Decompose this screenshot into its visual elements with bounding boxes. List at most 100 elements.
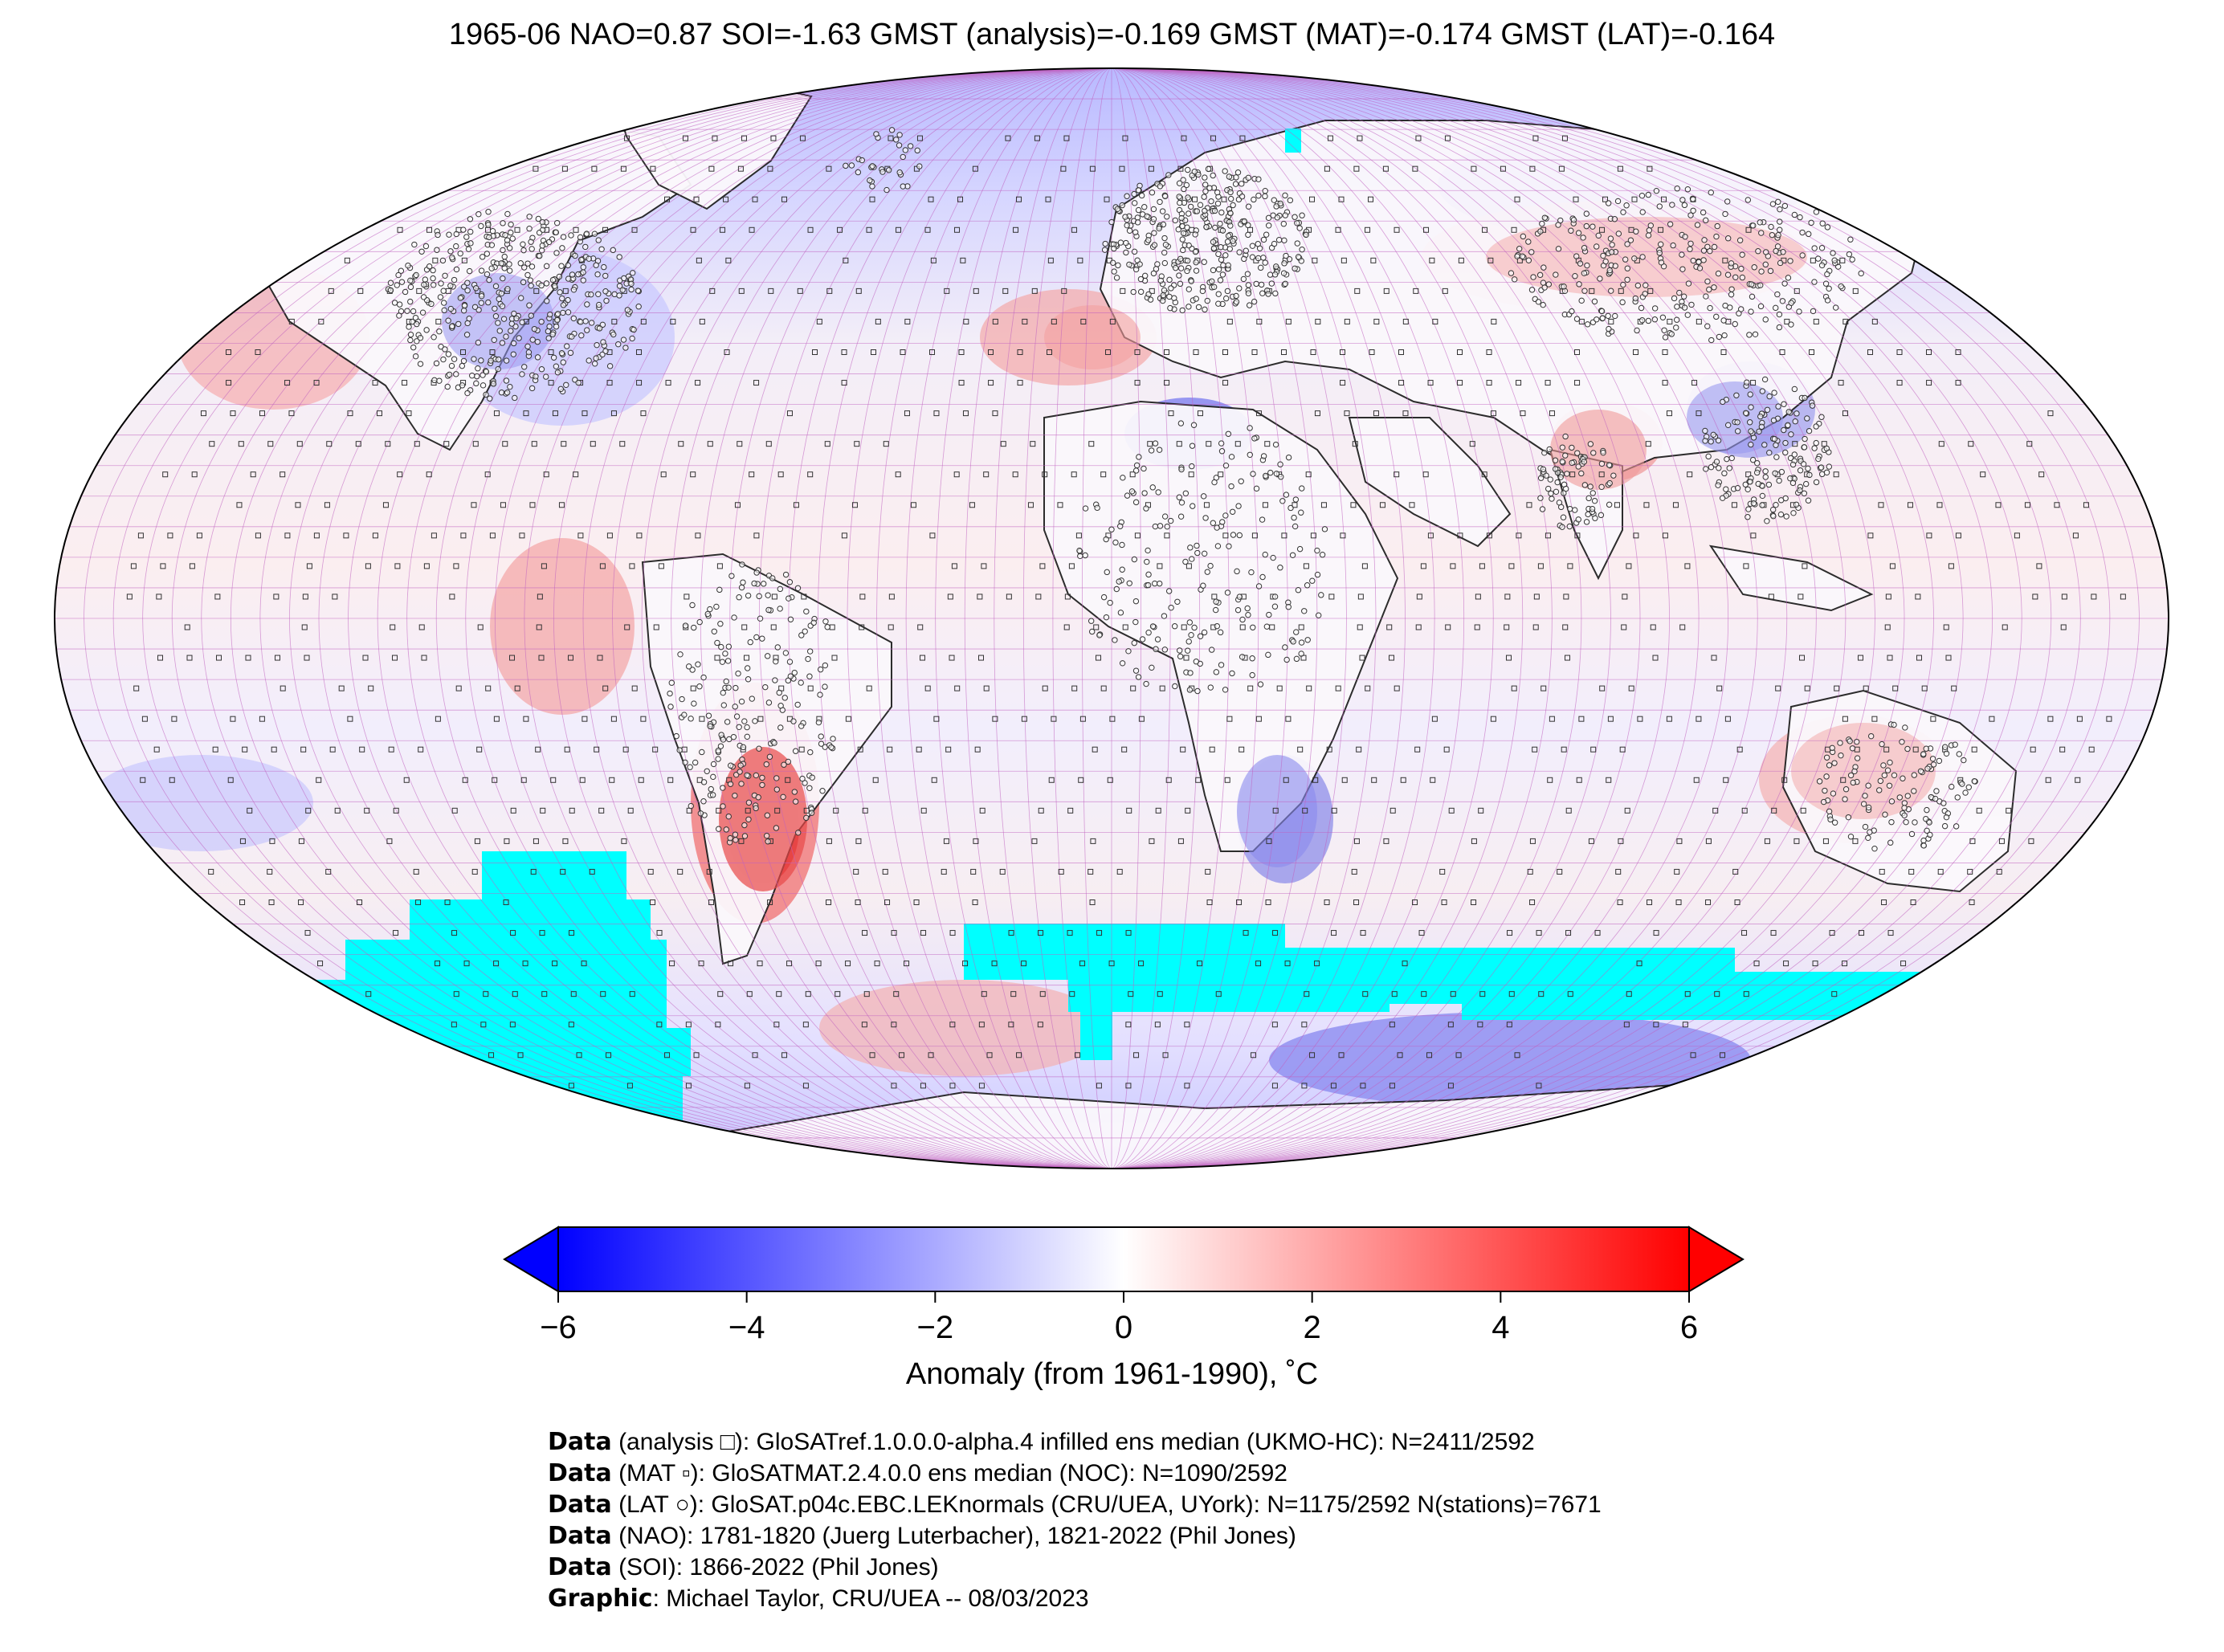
analysis-cell-marker (488, 1052, 495, 1059)
station-marker (1624, 276, 1630, 283)
station-marker (1134, 219, 1141, 226)
analysis-cell-marker (992, 716, 998, 722)
station-marker (731, 614, 737, 621)
station-marker (1229, 508, 1236, 515)
analysis-cell-marker (1971, 746, 1977, 753)
analysis-cell-marker (492, 777, 498, 783)
station-marker (1762, 316, 1769, 323)
station-marker (1260, 255, 1267, 261)
station-marker (1715, 270, 1722, 277)
station-marker (396, 301, 403, 308)
station-marker (1886, 782, 1893, 789)
station-marker (1109, 259, 1116, 266)
station-marker (1749, 456, 1757, 463)
station-marker (453, 230, 459, 238)
station-marker (1605, 312, 1611, 320)
analysis-cell-marker (781, 196, 788, 202)
analysis-cell-marker (738, 288, 745, 294)
station-marker (417, 335, 424, 341)
station-marker (1184, 267, 1190, 275)
station-marker (1159, 208, 1166, 214)
analysis-cell-marker (969, 502, 975, 508)
station-marker (1157, 183, 1164, 190)
station-marker (545, 328, 552, 335)
analysis-cell-marker (2014, 532, 2020, 539)
station-marker (1143, 505, 1149, 512)
analysis-cell-marker (1842, 961, 1848, 967)
analysis-cell-marker (268, 899, 275, 905)
station-marker (1770, 512, 1777, 520)
station-marker (600, 339, 606, 345)
analysis-cell-marker (658, 563, 664, 569)
station-marker (781, 761, 787, 768)
station-marker (1713, 313, 1720, 320)
station-marker (406, 324, 412, 330)
analysis-cell-marker (781, 1052, 788, 1059)
station-marker (741, 718, 748, 724)
station-marker (1131, 639, 1137, 647)
station-marker (1226, 173, 1233, 180)
station-marker (1943, 750, 1950, 757)
analysis-cell-marker (1016, 196, 1022, 202)
station-marker (1211, 479, 1218, 486)
station-marker (753, 772, 760, 779)
analysis-cell-marker (919, 655, 925, 661)
station-marker (1270, 554, 1276, 561)
station-marker (843, 162, 849, 169)
station-marker (1808, 219, 1814, 226)
analysis-cell-marker (1353, 165, 1360, 172)
analysis-cell-marker (1398, 349, 1405, 355)
analysis-cell-marker (1969, 899, 1975, 905)
analysis-cell-marker (910, 502, 916, 508)
station-marker (1775, 198, 1781, 206)
station-marker (815, 719, 822, 726)
station-marker (1831, 760, 1838, 766)
analysis-cell-marker (1647, 899, 1653, 905)
analysis-cell-marker (708, 165, 715, 172)
analysis-cell-marker (1712, 807, 1719, 814)
analysis-cell-marker (768, 288, 774, 294)
analysis-cell-marker (882, 868, 888, 875)
analysis-cell-marker (1159, 685, 1165, 691)
analysis-cell-marker (533, 288, 540, 294)
station-marker (436, 328, 443, 335)
station-marker (1877, 777, 1884, 785)
station-marker (668, 679, 675, 686)
station-marker (1111, 268, 1117, 275)
station-marker (794, 585, 802, 591)
analysis-cell-marker (913, 899, 920, 905)
station-marker (806, 648, 814, 655)
station-marker (1724, 455, 1730, 463)
analysis-cell-marker (462, 777, 468, 783)
station-marker (1239, 616, 1246, 623)
analysis-cell-marker (1157, 991, 1163, 997)
analysis-cell-marker (1096, 930, 1103, 936)
analysis-cell-marker (973, 838, 979, 844)
station-marker (727, 781, 734, 787)
station-marker (1775, 232, 1781, 239)
station-marker (1135, 206, 1142, 214)
analysis-cell-marker (826, 838, 832, 844)
analysis-cell-marker (845, 961, 851, 967)
station-marker (421, 281, 427, 288)
station-marker (496, 328, 503, 334)
analysis-cell-marker (1955, 532, 1961, 539)
station-marker (1809, 402, 1816, 409)
analysis-cell-marker (1088, 868, 1094, 875)
analysis-cell-marker (226, 380, 232, 386)
station-marker (1755, 248, 1761, 255)
station-marker (1143, 680, 1149, 687)
station-marker (1688, 301, 1695, 308)
station-marker (1687, 212, 1694, 218)
station-marker (1243, 247, 1249, 254)
analysis-cell-marker (1693, 777, 1700, 783)
station-marker (441, 307, 447, 314)
station-marker (1961, 757, 1967, 764)
analysis-cell-marker (972, 899, 978, 905)
station-marker (1902, 724, 1908, 731)
station-marker (720, 689, 726, 696)
analysis-cell-marker (606, 380, 613, 386)
analysis-cell-marker (1444, 135, 1451, 141)
station-marker (467, 228, 474, 235)
analysis-cell-marker (875, 318, 881, 324)
